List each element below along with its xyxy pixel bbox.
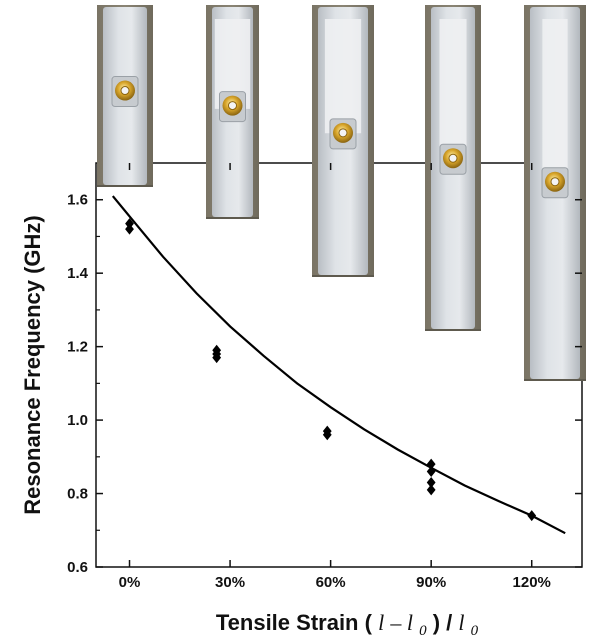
x-axis-formula-l1: l [378,610,384,635]
x-axis-formula-open: ( [365,610,373,635]
x-axis-title: Tensile Strain ( l – l 0 ) / l 0 [216,610,479,640]
x-tick-label: 90% [416,574,446,591]
y-axis-title: Resonance Frequency (GHz) [20,215,45,515]
x-tick-label: 0% [119,574,141,591]
data-point [527,510,537,522]
y-tick-label: 1.0 [67,412,88,429]
y-tick-label: 0.6 [67,559,88,576]
x-axis-formula-minus: – [389,610,407,635]
y-tick-label: 1.4 [67,265,89,282]
data-point [322,429,332,441]
photo-insets [97,5,586,381]
axes: 0.6 0.8 1.0 1.2 1.4 1.6 0% 30% 60% 90% 120% [67,163,582,591]
fit-curve [111,195,566,535]
data-point [426,466,436,478]
x-axis-title-text: Tensile Strain [216,610,359,635]
x-tick-label: 30% [215,574,245,591]
photo-inset [206,5,259,219]
data-points-layer [125,218,537,522]
x-axis-formula-l3: l [458,610,464,635]
x-tick-label: 60% [316,574,346,591]
x-axis-formula-slash: / [446,610,458,635]
data-point [426,477,436,489]
y-tick-label: 1.6 [67,192,88,209]
data-point [125,218,134,230]
x-tick-label: 120% [513,574,551,591]
fit-curve-layer [111,195,566,535]
x-axis-formula-close: ) [433,610,440,635]
photo-inset [524,5,586,381]
data-point [212,352,222,364]
photo-inset [97,5,153,187]
data-point [426,458,436,470]
data-point [125,223,134,235]
data-point [426,484,436,496]
x-axis-formula-l2: l [407,610,413,635]
photo-inset [312,5,374,277]
y-tick-label: 1.2 [67,339,88,356]
y-tick-label: 0.8 [67,486,88,503]
x-axis-formula-sub2: 0 [471,623,479,639]
photo-inset [425,5,481,331]
x-axis-formula-sub1: 0 [419,623,427,639]
